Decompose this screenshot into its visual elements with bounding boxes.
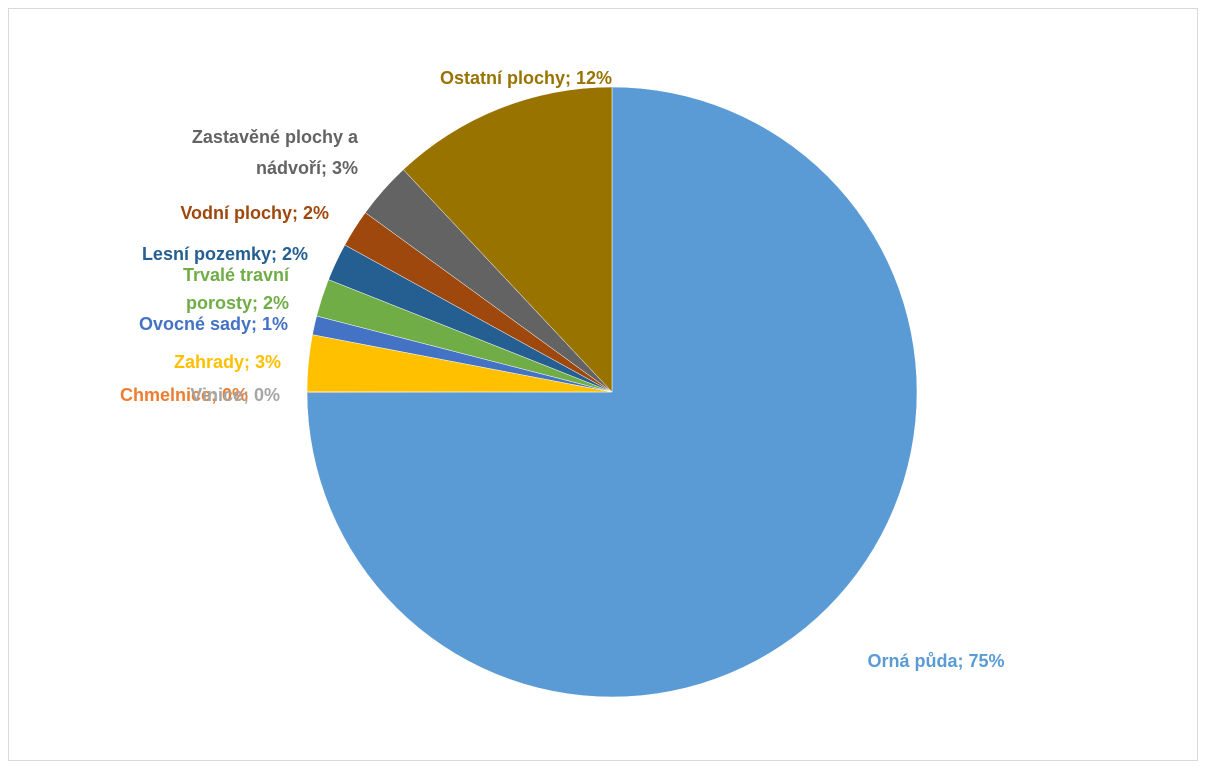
slice-label-7: Lesní pozemky; 2% [142, 244, 308, 264]
slice-label-5: Ovocné sady; 1% [139, 314, 288, 334]
slice-label-1: Orná půda; 75% [867, 651, 1004, 671]
pie-slice-10 [402, 86, 613, 393]
slice-label-9: Zastavěné plochy a nádvoří; 3% [192, 127, 359, 178]
pie-slice-2 [307, 392, 612, 393]
slice-label-8: Vodní plochy; 2% [180, 203, 329, 223]
slice-label-10: Ostatní plochy; 12% [440, 68, 612, 88]
pie-slices [306, 86, 918, 698]
slice-label-6: Trvalé travní porosty; 2% [183, 265, 290, 313]
slice-label-2: Chmelnice; 0% [120, 385, 248, 405]
pie-labels: Orná půda; 75% Chmelnice; 0%Vinice; 0% Zah… [120, 68, 1005, 671]
slice-label-3: Vinice; 0% [190, 385, 280, 405]
slice-label-4: Zahrady; 3% [174, 352, 281, 372]
